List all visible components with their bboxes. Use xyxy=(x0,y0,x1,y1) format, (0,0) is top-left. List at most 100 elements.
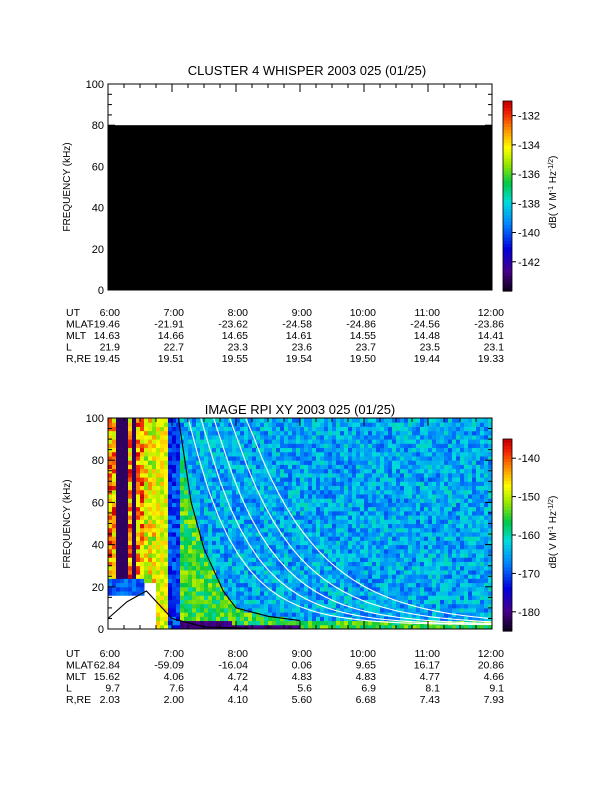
rpi-spectrogram-cell xyxy=(444,431,449,436)
rpi-spectrogram-cell xyxy=(444,498,449,503)
rpi-spectrogram-cell xyxy=(340,452,345,457)
rpi-spectrogram-cell xyxy=(152,502,157,507)
rpi-spectrogram-cell xyxy=(384,583,389,588)
rpi-spectrogram-cell xyxy=(240,574,245,579)
rpi-spectrogram-cell xyxy=(232,570,237,575)
rpi-spectrogram-cell xyxy=(180,553,185,558)
rpi-spectrogram-cell xyxy=(376,549,381,554)
rpi-spectrogram-cell xyxy=(316,595,321,600)
rpi-spectrogram-cell xyxy=(272,448,277,453)
rpi-spectrogram-cell xyxy=(416,553,421,558)
rpi-spectrogram-cell xyxy=(148,532,153,537)
rpi-spectrogram-cell xyxy=(424,561,429,566)
rpi-spectrogram-cell xyxy=(312,443,317,448)
rpi-spectrogram-cell xyxy=(172,435,177,440)
rpi-spectrogram-cell xyxy=(484,422,489,427)
rpi-spectrogram-cell xyxy=(196,536,201,541)
rpi-spectrogram-cell xyxy=(112,561,117,566)
rpi-spectrogram-cell xyxy=(484,608,489,613)
rpi-spectrogram-cell xyxy=(160,599,165,604)
rpi-spectrogram-cell xyxy=(280,469,285,474)
rpi-spectrogram-cell xyxy=(404,481,409,486)
rpi-spectrogram-cell xyxy=(296,515,301,520)
rpi-spectrogram-cell xyxy=(372,524,377,529)
rpi-spectrogram-cell xyxy=(252,515,257,520)
rpi-spectrogram-cell xyxy=(380,583,385,588)
rpi-spectrogram-cell xyxy=(416,422,421,427)
rpi-spectrogram-cell xyxy=(196,557,201,562)
rpi-spectrogram-cell xyxy=(312,595,317,600)
rpi-spectrogram-cell xyxy=(264,422,269,427)
rpi-spectrogram-cell xyxy=(456,578,461,583)
rpi-spectrogram-cell xyxy=(260,553,265,558)
rpi-spectrogram-cell xyxy=(188,583,193,588)
rpi-spectrogram-cell xyxy=(472,511,477,516)
rpi-spectrogram-cell xyxy=(460,511,465,516)
rpi-spectrogram-cell xyxy=(348,599,353,604)
rpi-spectrogram-cell xyxy=(112,587,117,592)
rpi-spectrogram-cell xyxy=(344,549,349,554)
rpi-spectrogram-cell xyxy=(464,426,469,431)
rpi-spectrogram-cell xyxy=(288,418,293,423)
rpi-spectrogram-cell xyxy=(188,566,193,571)
rpi-spectrogram-cell xyxy=(392,583,397,588)
rpi-spectrogram-cell xyxy=(460,540,465,545)
rpi-spectrogram-cell xyxy=(164,574,169,579)
rpi-spectrogram-cell xyxy=(220,418,225,423)
rpi-spectrogram-cell xyxy=(376,528,381,533)
rpi-spectrogram-cell xyxy=(380,435,385,440)
rpi-spectrogram-cell xyxy=(348,524,353,529)
rpi-spectrogram-cell xyxy=(200,435,205,440)
rpi-spectrogram-cell xyxy=(112,435,117,440)
rpi-spectrogram-cell xyxy=(332,536,337,541)
rpi-spectrogram-cell xyxy=(456,583,461,588)
rpi-spectrogram-cell xyxy=(168,473,173,478)
rpi-spectrogram-cell xyxy=(300,591,305,596)
rpi-spectrogram-cell xyxy=(328,452,333,457)
rpi-spectrogram-cell xyxy=(296,566,301,571)
rpi-spectrogram-cell xyxy=(240,545,245,550)
rpi-spectrogram-cell xyxy=(220,540,225,545)
rpi-spectrogram-cell xyxy=(424,549,429,554)
rpi-spectrogram-cell xyxy=(472,426,477,431)
rpi-spectrogram-cell xyxy=(276,460,281,465)
rpi-spectrogram-cell xyxy=(172,507,177,512)
rpi-spectrogram-cell xyxy=(380,502,385,507)
rpi-spectrogram-cell xyxy=(304,570,309,575)
rpi-spectrogram-cell xyxy=(124,540,129,545)
rpi-spectrogram-cell xyxy=(148,549,153,554)
rpi-spectrogram-cell xyxy=(188,587,193,592)
rpi-spectrogram-cell xyxy=(188,469,193,474)
rpi-spectrogram-cell xyxy=(468,469,473,474)
rpi-spectrogram-cell xyxy=(396,426,401,431)
rpi-spectrogram-cell xyxy=(380,511,385,516)
rpi-spectrogram-cell xyxy=(456,507,461,512)
rpi-spectrogram-cell xyxy=(352,511,357,516)
rpi-spectrogram-cell xyxy=(476,570,481,575)
rpi-spectrogram-cell xyxy=(156,616,161,621)
rpi-spectrogram-cell xyxy=(360,515,365,520)
rpi-spectrogram-cell xyxy=(264,608,269,613)
rpi-spectrogram-cell xyxy=(440,460,445,465)
rpi-spectrogram-cell xyxy=(212,578,217,583)
rpi-spectrogram-cell xyxy=(308,604,313,609)
rpi-spectrogram-cell xyxy=(396,515,401,520)
rpi-spectrogram-cell xyxy=(376,511,381,516)
rpi-spectrogram-cell xyxy=(304,621,309,626)
rpi-spectrogram-cell xyxy=(120,591,125,596)
rpi-spectrogram-cell xyxy=(284,528,289,533)
rpi-spectrogram-cell xyxy=(248,439,253,444)
rpi-spectrogram-cell xyxy=(416,545,421,550)
rpi-spectrogram-cell xyxy=(312,494,317,499)
rpi-spectrogram-cell xyxy=(124,528,129,533)
rpi-spectrogram-cell xyxy=(144,486,149,491)
rpi-spectrogram-cell xyxy=(324,418,329,423)
rpi-spectrogram-cell xyxy=(480,545,485,550)
rpi-spectrogram-cell xyxy=(412,587,417,592)
rpi-spectrogram-cell xyxy=(152,460,157,465)
rpi-spectrogram-cell xyxy=(472,519,477,524)
rpi-spectrogram-cell xyxy=(400,439,405,444)
rpi-spectrogram-cell xyxy=(268,443,273,448)
rpi-spectrogram-cell xyxy=(184,616,189,621)
rpi-spectrogram-cell xyxy=(432,469,437,474)
